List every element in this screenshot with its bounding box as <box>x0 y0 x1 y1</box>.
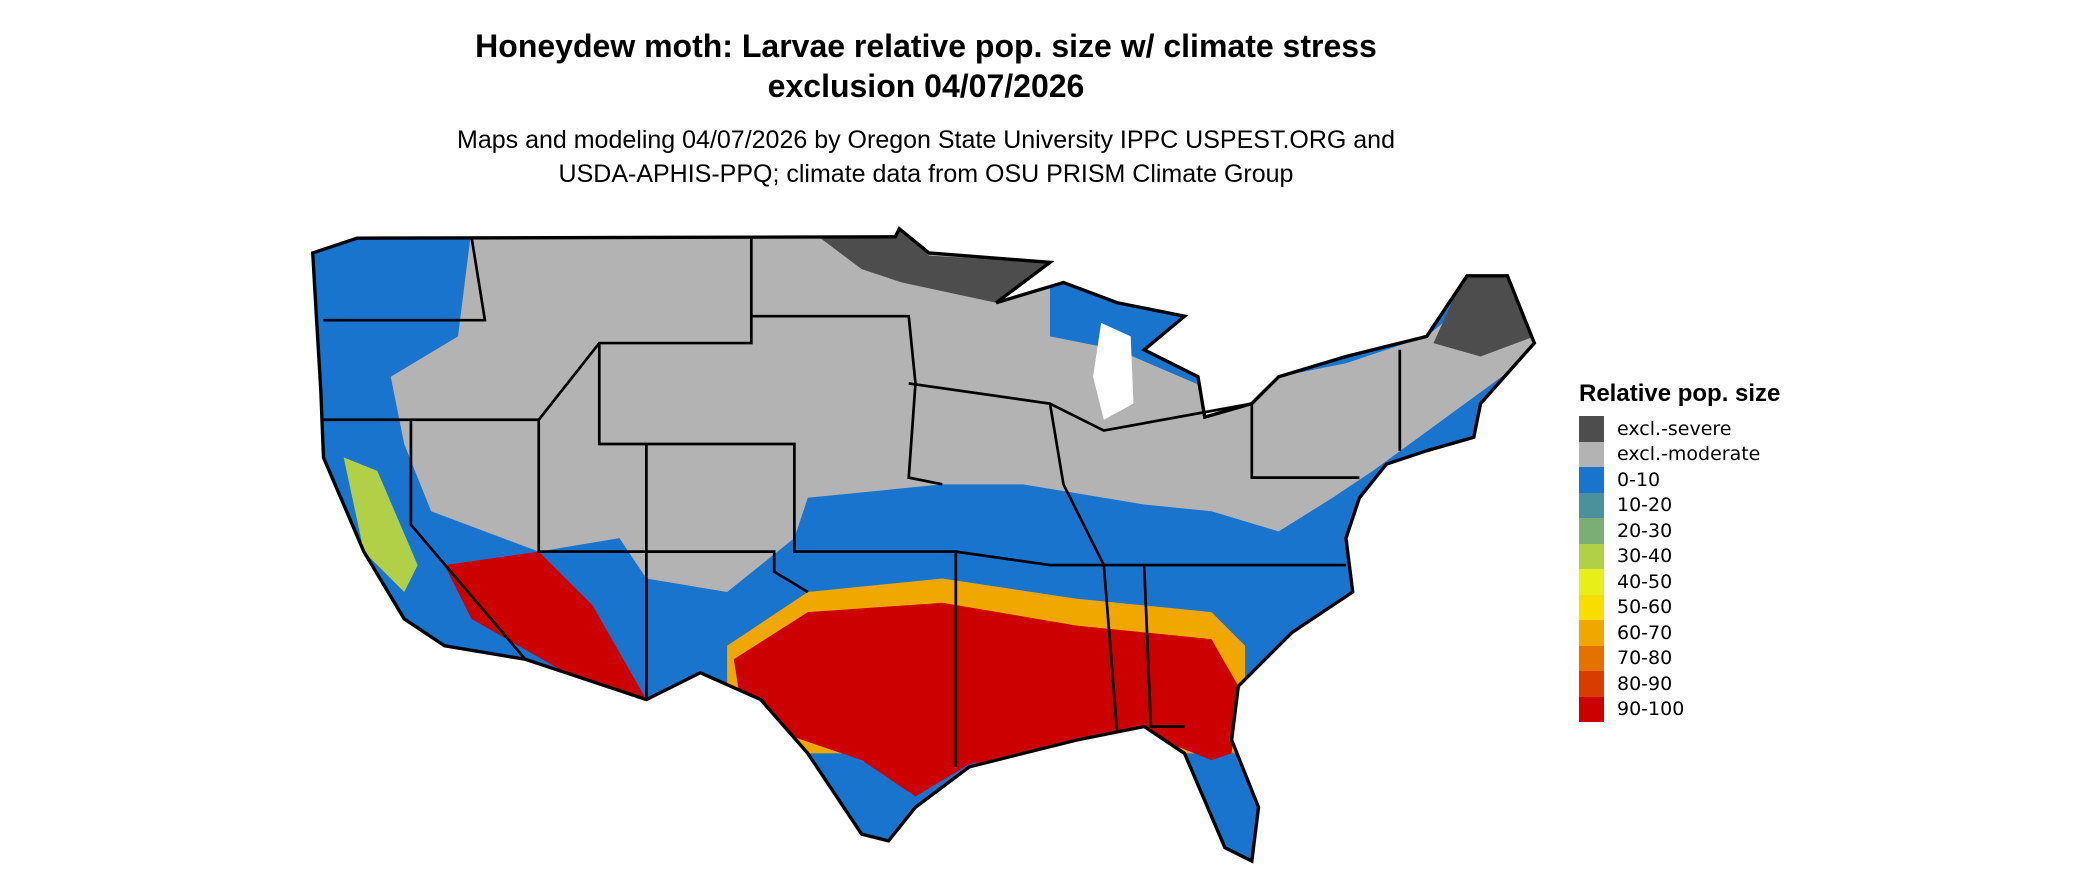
legend-swatch <box>1579 696 1604 722</box>
legend-swatch <box>1579 569 1604 595</box>
legend-label: 80-90 <box>1617 672 1673 695</box>
map-title-line1: Honeydew moth: Larvae relative pop. size… <box>475 28 1377 64</box>
legend-swatch <box>1579 518 1604 544</box>
legend-swatch <box>1579 441 1604 467</box>
legend-label: 30-40 <box>1617 545 1673 568</box>
map-title-line2: exclusion 04/07/2026 <box>767 68 1085 104</box>
zone-excl-severe <box>807 228 1050 303</box>
legend-swatch <box>1579 543 1604 569</box>
zone-mid <box>343 457 418 592</box>
legend-swatch <box>1579 467 1604 493</box>
legend-item: 70-80 <box>1579 645 1780 671</box>
legend-swatch <box>1579 492 1604 518</box>
legend-swatch <box>1579 620 1604 646</box>
subtitle-line2: USDA-APHIS-PPQ; climate data from OSU PR… <box>558 160 1294 188</box>
legend-title: Relative pop. size <box>1579 380 1781 407</box>
legend-item: excl.-moderate <box>1579 441 1780 467</box>
legend-label: 0-10 <box>1617 468 1661 491</box>
legend-label: 90-100 <box>1617 698 1685 721</box>
legend-label: 70-80 <box>1617 647 1673 670</box>
zone-90-100 <box>444 551 647 700</box>
subtitle-line1: Maps and modeling 04/07/2026 by Oregon S… <box>457 126 1395 154</box>
zone-excl-moderate <box>390 228 1535 592</box>
legend: Relative pop. size excl.-severe excl.-mod… <box>1579 380 1780 722</box>
great-lakes <box>1093 322 1134 420</box>
legend-label: 20-30 <box>1617 519 1673 542</box>
legend-item: 90-100 <box>1579 696 1780 722</box>
state-borders <box>320 236 1402 767</box>
legend-item: 0-10 <box>1579 467 1780 493</box>
legend-item: 10-20 <box>1579 492 1780 518</box>
legend-item: 20-30 <box>1579 518 1780 544</box>
legend-label: 40-50 <box>1617 570 1673 593</box>
legend-label: 50-60 <box>1617 596 1673 619</box>
legend-item: 80-90 <box>1579 671 1780 697</box>
legend-swatch <box>1579 416 1604 442</box>
legend-item: 50-60 <box>1579 594 1780 620</box>
legend-swatch <box>1579 645 1604 671</box>
legend-item: 40-50 <box>1579 569 1780 595</box>
legend-swatch <box>1579 671 1604 697</box>
legend-item: 30-40 <box>1579 543 1780 569</box>
legend-label: excl.-severe <box>1617 417 1732 440</box>
legend-item: 60-70 <box>1579 620 1780 646</box>
legend-label: 60-70 <box>1617 621 1673 644</box>
legend-label: 10-20 <box>1617 494 1673 517</box>
legend-item: excl.-severe <box>1579 416 1780 442</box>
legend-label: excl.-moderate <box>1617 443 1761 466</box>
zone-90-100 <box>733 602 1239 797</box>
legend-swatch <box>1579 594 1604 620</box>
